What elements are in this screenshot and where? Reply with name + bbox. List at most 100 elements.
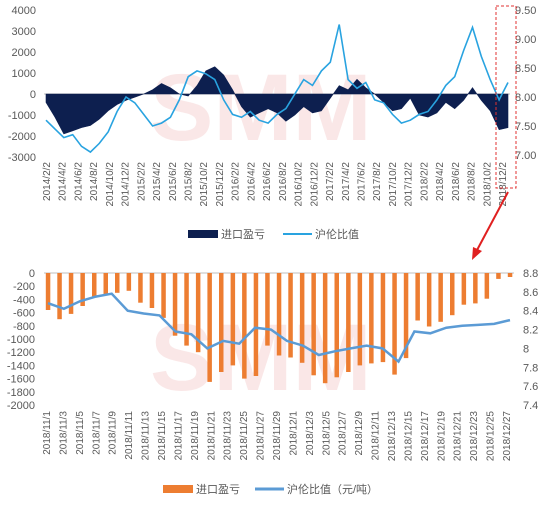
x-tick-label: 2018/11/5 <box>75 411 86 455</box>
bar-import-profit <box>253 273 259 376</box>
x-tick-label: 2014/2/2 <box>42 162 53 201</box>
x-tick-label: 2015/4/2 <box>152 162 163 201</box>
highlight-arrow <box>472 191 509 260</box>
x-tick-label: 2018/11/29 <box>272 411 283 461</box>
x-tick-label: 2015/8/2 <box>184 162 195 201</box>
bar-import-profit <box>346 273 351 372</box>
x-tick-label: 2017/10/2 <box>388 162 399 207</box>
x-tick-label: 2018/11/9 <box>108 411 119 455</box>
x-tick-label: 2018/12/13 <box>387 411 398 461</box>
legend-swatch-import-profit-2 <box>163 485 193 493</box>
legend-label-ratio-2: 沪伦比值（元/吨） <box>287 482 378 496</box>
x-tick-label: 2014/8/2 <box>89 162 100 201</box>
bar-import-profit <box>207 273 212 382</box>
bar-import-profit <box>242 273 247 379</box>
line-ratio <box>47 292 511 364</box>
bar-import-profit <box>473 273 478 304</box>
x-tick-label: 2018/12/2 <box>498 162 509 207</box>
x-tick-label: 2015/10/2 <box>199 162 210 207</box>
x-tick-label: 2018/12/15 <box>403 411 414 461</box>
legend-bottom: 进口盈亏 沪伦比值（元/吨） <box>163 482 378 496</box>
x-tick-label: 2018/12/21 <box>453 411 464 461</box>
legend-label-ratio: 沪伦比值 <box>315 227 359 241</box>
bar-import-profit <box>68 273 74 314</box>
chart-bottom: 0-200-400 -600-800-1000-1200-1400 -1600-18… <box>7 268 538 461</box>
bar-import-profit <box>80 273 85 306</box>
y-right-tick-label: 8.6 <box>523 287 538 299</box>
bar-import-profit <box>450 273 455 316</box>
y-left-tick-label: -1600 <box>7 374 35 386</box>
bar-import-profit <box>103 273 108 296</box>
bar-import-profit <box>195 273 201 353</box>
bar-import-profit <box>403 273 409 359</box>
x-tick-label: 2018/12/11 <box>371 411 382 461</box>
bar-import-profit <box>299 273 305 363</box>
x-tick-label: 2018/11/25 <box>239 411 250 461</box>
x-tick-label: 2015/2/2 <box>136 162 147 201</box>
x-tick-label: 2016/12/2 <box>309 162 320 207</box>
y-left-tick-label: -1400 <box>7 360 35 372</box>
x-tick-label: 2018/11/15 <box>157 411 168 461</box>
y-right-tick-label: 8 <box>523 343 529 355</box>
x-tick-label: 2018/12/5 <box>321 411 332 456</box>
y-left-tick-label: 4000 <box>12 5 36 17</box>
bar-import-profit <box>126 273 132 291</box>
bar-import-profit <box>230 273 236 366</box>
x-tick-label: 2018/11/21 <box>206 411 217 461</box>
y-left-tick-label: -1000 <box>7 334 35 346</box>
bar-import-profit <box>322 273 328 384</box>
bar-import-profit <box>288 273 293 358</box>
x-tick-label: 2018/12/1 <box>288 411 299 456</box>
y-right-tick-label: 8.8 <box>523 268 538 280</box>
x-tick-label: 2017/8/2 <box>372 162 383 201</box>
legend-swatch-import-profit <box>188 230 218 238</box>
x-tick-label: 2018/12/25 <box>486 411 497 461</box>
bar-import-profit <box>392 273 397 375</box>
x-tick-label: 2018/12/17 <box>420 411 431 461</box>
x-tick-label: 2016/8/2 <box>278 162 289 201</box>
bar-import-profit <box>507 273 513 277</box>
x-tick-label: 2016/2/2 <box>231 162 242 201</box>
bar-import-profit <box>45 273 51 310</box>
y-right-tick-label: 7.8 <box>523 362 538 374</box>
line-ratio <box>45 24 509 154</box>
x-tick-label: 2017/12/2 <box>404 162 415 207</box>
y-left-tick-label: 1000 <box>12 68 36 80</box>
bar-import-profit <box>380 273 386 363</box>
bar-import-profit <box>161 273 166 318</box>
bar-import-profit <box>115 273 120 293</box>
bar-import-profit <box>57 273 62 320</box>
bar-import-profit <box>311 273 316 376</box>
x-tick-label: 2018/11/7 <box>91 411 102 455</box>
x-tick-label: 2018/10/2 <box>482 162 493 207</box>
x-tick-label: 2018/4/2 <box>435 162 446 201</box>
x-tick-label: 2018/2/2 <box>419 162 430 201</box>
y-left-tick-label: -2000 <box>8 131 36 143</box>
x-tick-label: 2018/12/7 <box>338 411 349 456</box>
y-left-tick-label: -2000 <box>7 400 35 412</box>
y-right-tick-label: 8.4 <box>523 306 538 318</box>
x-tick-label: 2016/6/2 <box>262 162 273 201</box>
y-right-tick-label: 7.00 <box>515 150 536 162</box>
y-left-tick-label: -1000 <box>8 110 36 122</box>
y-left-tick-label: -600 <box>13 308 35 320</box>
y-left-tick-label: -200 <box>13 281 35 293</box>
x-tick-label: 2018/11/23 <box>223 411 234 461</box>
y-left-tick-label: 2000 <box>12 47 36 59</box>
x-tick-label: 2017/2/2 <box>325 162 336 201</box>
x-tick-label: 2018/12/9 <box>354 411 365 456</box>
bar-import-profit <box>484 273 490 299</box>
x-tick-label: 2018/12/27 <box>502 411 513 461</box>
x-tick-label: 2014/4/2 <box>58 162 69 201</box>
bar-import-profit <box>426 273 432 327</box>
x-tick-label: 2014/12/2 <box>121 162 132 207</box>
legend-label-import-profit: 进口盈亏 <box>221 228 265 241</box>
bar-import-profit <box>461 273 467 305</box>
x-tick-label: 2018/12/3 <box>305 411 316 456</box>
bar-import-profit <box>415 273 420 321</box>
x-tick-label: 2018/11/19 <box>190 411 201 461</box>
y-left-tick-label: 0 <box>29 268 35 280</box>
bar-import-profit <box>149 273 155 308</box>
x-tick-label: 2017/6/2 <box>356 162 367 201</box>
